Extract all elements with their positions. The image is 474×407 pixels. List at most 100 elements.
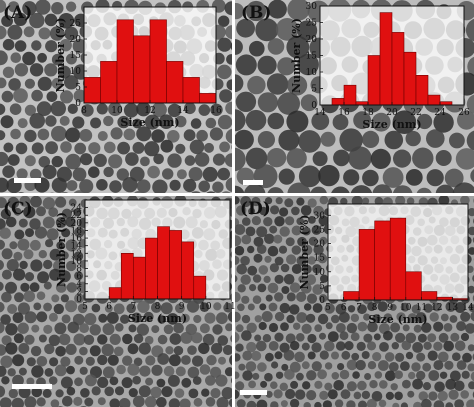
histogram-b: 14 16 18 20 22 24 26 0 5 10 15 20 25 30 Size (nm) Numbe… xyxy=(290,2,470,131)
x-tick-label: 22 xyxy=(410,108,421,118)
histogram-bar xyxy=(374,220,391,301)
y-axis-label: Number (%) xyxy=(54,18,67,93)
x-tick-label: 12 xyxy=(144,106,155,116)
y-tick-label: 20 xyxy=(70,35,82,45)
histogram-bar xyxy=(343,291,360,301)
scale-bar-a xyxy=(14,178,41,183)
y-tick-label: 6 xyxy=(76,272,82,282)
x-axis-label: Size (nm) xyxy=(362,118,421,131)
histogram-bar xyxy=(100,61,118,104)
x-tick-label: 5 xyxy=(82,302,88,312)
y-axis-label: Number (%) xyxy=(298,215,311,290)
x-tick-label: 24 xyxy=(434,108,446,118)
histogram-bar xyxy=(343,84,357,106)
y-tick-label: 4 xyxy=(76,280,82,290)
y-tick-label: 30 xyxy=(306,2,318,12)
histogram-bar xyxy=(358,229,375,301)
x-tick-label: 10 xyxy=(400,303,412,313)
panel-letter-b: (B) xyxy=(241,3,272,23)
y-tick-label: 14 xyxy=(71,242,83,252)
x-tick-label: 8 xyxy=(81,106,87,116)
histogram-a: 8 10 12 14 16 0 5 10 15 20 25 Size (nm) Number (%) xyxy=(54,6,222,129)
y-tick-label: 24 xyxy=(71,204,83,214)
histogram-bar xyxy=(415,75,429,106)
y-tick-label: 10 xyxy=(314,268,326,278)
histogram-bar xyxy=(120,253,134,300)
x-tick-label: 12 xyxy=(431,303,442,313)
x-tick-label: 9 xyxy=(179,302,185,312)
y-tick-label: 5 xyxy=(311,85,317,95)
x-tick-label: 8 xyxy=(372,303,378,313)
x-tick-label: 10 xyxy=(111,106,123,116)
y-tick-label: 0 xyxy=(75,99,81,109)
histogram-bar xyxy=(427,94,441,106)
x-tick-label: 5 xyxy=(325,303,331,313)
y-tick-label: 15 xyxy=(70,51,82,61)
scale-bar-d xyxy=(240,390,267,395)
scale-bar-b xyxy=(243,180,263,185)
histogram-bar xyxy=(108,287,122,300)
x-tick-label: 11 xyxy=(416,303,427,313)
x-tick-label: 6 xyxy=(341,303,347,313)
histogram-bar xyxy=(331,98,345,106)
x-tick-label: 14 xyxy=(462,303,474,313)
panel-letter-c: (C) xyxy=(3,199,33,219)
y-tick-label: 5 xyxy=(75,83,81,93)
x-tick-label: 26 xyxy=(458,108,470,118)
x-tick-label: 20 xyxy=(386,108,398,118)
histogram-bar xyxy=(367,55,381,106)
y-tick-label: 0 xyxy=(311,101,317,111)
y-tick-label: 20 xyxy=(314,240,326,250)
y-tick-label: 15 xyxy=(314,254,326,264)
y-tick-label: 30 xyxy=(314,211,326,221)
y-tick-label: 25 xyxy=(306,19,318,29)
histogram-bar xyxy=(391,32,405,106)
scale-bar-c xyxy=(12,384,52,389)
y-tick-label: 5 xyxy=(319,282,325,292)
y-tick-label: 12 xyxy=(71,249,82,259)
panel-letter-a: (A) xyxy=(3,3,33,23)
histogram-bar xyxy=(182,77,200,104)
x-axis-label: Size (nm) xyxy=(120,116,179,129)
histogram-bar xyxy=(193,275,207,300)
y-tick-label: 10 xyxy=(306,68,318,78)
x-tick-label: 6 xyxy=(106,302,112,312)
histogram-bar xyxy=(389,217,407,301)
x-axis-label: Size (nm) xyxy=(368,313,427,326)
histogram-bar xyxy=(133,256,146,300)
x-tick-label: 14 xyxy=(177,106,189,116)
y-tick-label: 10 xyxy=(70,67,82,77)
histogram-bar xyxy=(149,19,167,104)
histogram-bar xyxy=(169,230,182,300)
x-axis-label: Size (nm) xyxy=(128,312,187,325)
y-tick-label: 0 xyxy=(319,296,325,306)
histogram-bar xyxy=(145,237,158,300)
histogram-bar xyxy=(166,61,184,104)
x-tick-label: 16 xyxy=(338,108,350,118)
y-axis-label: Number (%) xyxy=(290,18,303,93)
x-tick-label: 7 xyxy=(130,302,136,312)
histogram-bar xyxy=(405,271,422,301)
panel-letter-d: (D) xyxy=(240,199,271,219)
y-tick-label: 18 xyxy=(71,226,83,236)
x-tick-label: 10 xyxy=(200,302,212,312)
y-tick-label: 20 xyxy=(306,35,318,45)
histogram-bar xyxy=(379,12,393,106)
x-tick-label: 9 xyxy=(387,303,393,313)
histogram-bar xyxy=(83,77,101,104)
plot-frame xyxy=(327,203,469,301)
y-tick-label: 25 xyxy=(314,225,326,235)
histogram-bar xyxy=(116,19,134,104)
y-tick-label: 22 xyxy=(71,211,82,221)
y-tick-label: 2 xyxy=(76,287,82,297)
y-tick-label: 0 xyxy=(76,295,82,305)
x-tick-label: 18 xyxy=(362,108,374,118)
x-tick-label: 16 xyxy=(210,106,222,116)
histogram-bar xyxy=(157,226,170,300)
x-tick-label: 8 xyxy=(155,302,161,312)
histogram-bar xyxy=(403,51,417,106)
y-tick-label: 10 xyxy=(71,257,83,267)
